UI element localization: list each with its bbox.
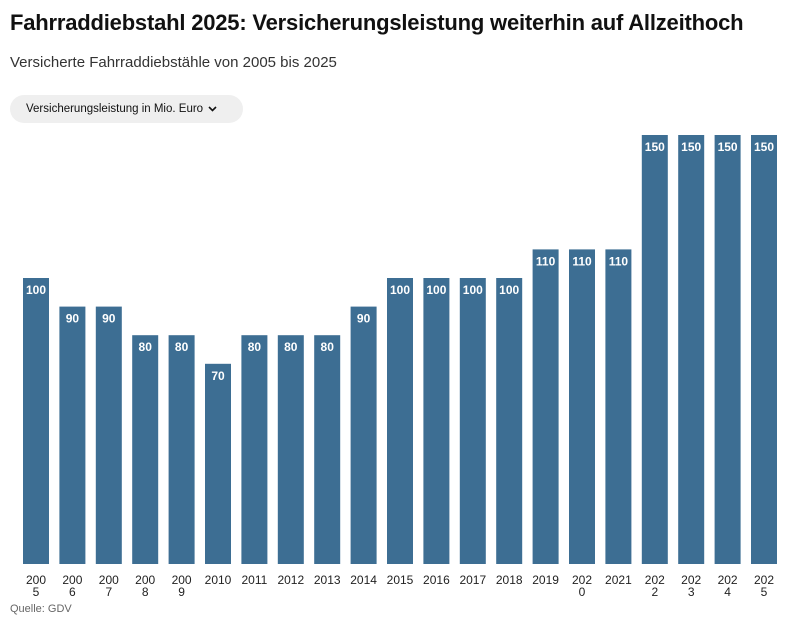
bar-value-label: 80 bbox=[139, 340, 153, 354]
bar-2016 bbox=[423, 278, 450, 564]
bar-value-label: 100 bbox=[26, 283, 46, 297]
bar-2011 bbox=[241, 335, 268, 564]
bar-2015 bbox=[387, 278, 413, 564]
bar-value-label: 100 bbox=[463, 283, 483, 297]
bar-value-label: 80 bbox=[175, 340, 189, 354]
x-tick-label: 200 bbox=[26, 573, 46, 587]
x-tick-label: 5 bbox=[761, 585, 768, 599]
x-tick-label: 2010 bbox=[205, 573, 232, 587]
x-tick-label: 2018 bbox=[496, 573, 523, 587]
x-tick-label: 2011 bbox=[241, 573, 267, 587]
x-tick-label: 2019 bbox=[532, 573, 559, 587]
bar-2018 bbox=[496, 278, 523, 564]
bar-value-label: 110 bbox=[609, 254, 629, 268]
metric-select[interactable]: Versicherungsleistung in Mio. Euro bbox=[10, 95, 243, 123]
x-tick-label: 202 bbox=[681, 573, 701, 587]
x-tick-label: 2016 bbox=[423, 573, 450, 587]
bar-2025 bbox=[751, 135, 777, 564]
x-tick-label: 3 bbox=[688, 585, 695, 599]
bar-2007 bbox=[95, 306, 122, 564]
chart-title: Fahrraddiebstahl 2025: Versicherungsleis… bbox=[10, 10, 744, 35]
bar-2019 bbox=[532, 249, 559, 564]
x-tick-label: 202 bbox=[572, 573, 592, 587]
bar-value-label: 150 bbox=[754, 140, 774, 154]
bar-2014 bbox=[350, 306, 377, 564]
bar-2024 bbox=[714, 135, 741, 564]
x-tick-label: 202 bbox=[754, 573, 774, 587]
x-tick-label: 2017 bbox=[459, 573, 486, 587]
bar-value-label: 70 bbox=[211, 369, 225, 383]
x-tick-label: 2015 bbox=[387, 573, 414, 587]
x-tick-label: 202 bbox=[645, 573, 665, 587]
source-note: Quelle: GDV bbox=[10, 603, 72, 615]
bar-value-label: 90 bbox=[357, 312, 371, 326]
bar-2022 bbox=[641, 135, 668, 564]
x-tick-label: 4 bbox=[724, 585, 731, 599]
bar-2023 bbox=[678, 135, 705, 564]
x-tick-label: 200 bbox=[62, 573, 82, 587]
metric-select-label: Versicherungsleistung in Mio. Euro bbox=[26, 103, 204, 115]
x-tick-label: 9 bbox=[178, 585, 185, 599]
bar-value-label: 100 bbox=[390, 283, 410, 297]
x-tick-label: 2013 bbox=[314, 573, 341, 587]
bar-2010 bbox=[205, 363, 231, 564]
bar-value-label: 90 bbox=[102, 312, 116, 326]
bar-value-label: 80 bbox=[248, 340, 262, 354]
bar-2008 bbox=[132, 335, 159, 564]
x-tick-label: 2021 bbox=[605, 573, 632, 587]
bar-value-label: 100 bbox=[499, 283, 519, 297]
bar-value-label: 150 bbox=[681, 140, 701, 154]
x-tick-label: 200 bbox=[172, 573, 192, 587]
x-tick-label: 7 bbox=[105, 585, 112, 599]
bar-value-label: 150 bbox=[718, 140, 738, 154]
bar-2012 bbox=[277, 335, 304, 564]
bar-value-label: 110 bbox=[572, 254, 592, 268]
bar-value-label: 110 bbox=[536, 254, 556, 268]
x-tick-label: 200 bbox=[135, 573, 155, 587]
bar-value-label: 100 bbox=[426, 283, 446, 297]
bar-2005 bbox=[23, 278, 49, 564]
x-tick-label: 0 bbox=[579, 585, 586, 599]
bar-value-label: 150 bbox=[645, 140, 665, 154]
bar-2009 bbox=[168, 335, 195, 564]
x-tick-label: 5 bbox=[33, 585, 40, 599]
x-tick-label: 6 bbox=[69, 585, 76, 599]
x-tick-label: 2 bbox=[651, 585, 658, 599]
bar-chart: 1002005902006902007802008802009702010802… bbox=[23, 135, 777, 599]
bar-2013 bbox=[314, 335, 341, 564]
bar-2021 bbox=[605, 249, 632, 564]
x-tick-label: 200 bbox=[99, 573, 119, 587]
bar-2017 bbox=[459, 278, 486, 564]
bar-value-label: 80 bbox=[321, 340, 335, 354]
chevron-down-icon bbox=[208, 104, 217, 114]
bar-value-label: 80 bbox=[284, 340, 298, 354]
chart-subtitle: Versicherte Fahrraddiebstähle von 2005 b… bbox=[10, 54, 337, 71]
bar-2006 bbox=[59, 306, 86, 564]
x-tick-label: 2014 bbox=[350, 573, 377, 587]
x-tick-label: 2012 bbox=[277, 573, 304, 587]
bar-2020 bbox=[569, 249, 595, 564]
bar-value-label: 90 bbox=[66, 312, 80, 326]
x-tick-label: 202 bbox=[718, 573, 738, 587]
x-tick-label: 8 bbox=[142, 585, 149, 599]
